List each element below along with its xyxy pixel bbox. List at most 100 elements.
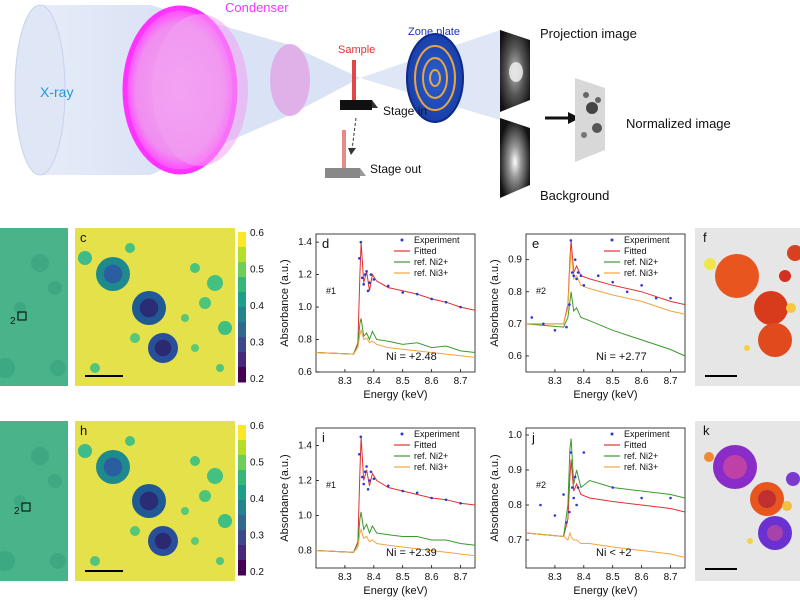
pixel-label: #2 — [536, 480, 546, 490]
series-line-ref-ni3- — [526, 249, 686, 325]
colorbar-segment — [238, 262, 246, 278]
experiment-point — [459, 305, 462, 309]
experiment-point — [570, 486, 574, 489]
colorbar-segment — [238, 485, 246, 501]
x-tick-label: 8.7 — [454, 572, 468, 583]
series-line-ref-ni2- — [525, 291, 686, 357]
experiment-point — [415, 491, 419, 495]
colorbar-row1: 0.6 0.5 0.4 0.3 0.2 — [238, 228, 264, 385]
panel-letter: e — [532, 236, 539, 251]
experiment-point — [568, 303, 571, 306]
experiment-point — [358, 257, 361, 260]
particle-core — [154, 339, 172, 357]
xanes-chart-j: 8.3 8.4 8.5 8.6 8.7 0.7 0.8 0.9 1.0 Energy (keV) A… — [489, 427, 686, 597]
colorbar-segment — [238, 440, 246, 456]
series-line-ref-ni3- — [315, 527, 476, 557]
experiment-point — [368, 479, 371, 482]
colorbar-segment — [238, 425, 246, 441]
colorbar-row2: 0.6 0.5 0.4 0.3 0.2 — [238, 421, 264, 578]
marker-2-bottom: 2 — [14, 506, 20, 517]
legend-label: ref. Ni2+ — [414, 451, 448, 461]
x-tick-label: 8.3 — [338, 572, 352, 583]
x-tick-label: 8.6 — [635, 572, 649, 583]
particle — [78, 251, 92, 265]
legend-label: Experiment — [624, 429, 670, 439]
colorbar-segment — [238, 455, 246, 471]
map-panel-h — [75, 421, 235, 581]
particle — [90, 363, 100, 373]
legend-label: Fitted — [624, 440, 647, 450]
pixel-label: #1 — [326, 480, 336, 490]
experiment-point — [572, 496, 575, 500]
experiment-point — [366, 289, 370, 293]
experiment-point — [573, 258, 577, 261]
xanes-chart-d: 8.3 8.4 8.5 8.6 8.7 0.6 0.8 1.0 1.2 1.4 Energy (ke… — [279, 233, 476, 401]
y-tick-label: 1.0 — [298, 511, 312, 522]
valence-annotation: Ni = +2.39 — [386, 547, 437, 559]
x-axis-label: Energy (keV) — [573, 389, 637, 401]
particle — [218, 514, 232, 528]
x-axis-label: Energy (keV) — [363, 389, 427, 401]
x-axis-label: Energy (keV) — [573, 585, 637, 597]
y-tick-label: 0.8 — [298, 546, 312, 557]
condenser-label: Condenser — [225, 0, 289, 15]
panel-k-letter: k — [703, 423, 710, 438]
particle — [125, 436, 135, 446]
x-tick-label: 8.5 — [396, 376, 410, 387]
experiment-point — [360, 276, 364, 280]
y-axis-label: Absorbance (a.u.) — [489, 259, 501, 346]
legend-label: Fitted — [414, 440, 437, 450]
experiment-point — [401, 489, 405, 493]
background-image — [500, 118, 530, 198]
sample-stage-out — [325, 117, 366, 178]
experiment-point — [640, 284, 643, 287]
y-tick-label: 0.7 — [508, 535, 522, 546]
background-label: Background — [540, 188, 610, 203]
pixel-label: #1 — [326, 286, 336, 296]
particle — [199, 297, 211, 309]
series-line-ref-ni3- — [315, 329, 476, 358]
experiment-point — [459, 501, 462, 505]
y-tick-label: 0.9 — [508, 465, 522, 476]
experiment-point — [372, 477, 376, 481]
x-tick-label: 8.6 — [425, 572, 439, 583]
y-tick-label: 1.0 — [508, 430, 522, 441]
experiment-point — [553, 514, 557, 517]
particle-core — [154, 532, 172, 550]
series-line-fitted — [525, 459, 686, 538]
legend-label: ref. Ni2+ — [624, 451, 658, 461]
valence-map-f — [695, 228, 800, 386]
experiment-point — [572, 274, 575, 278]
y-tick-label: 0.7 — [508, 319, 522, 330]
experiment-point — [368, 281, 371, 285]
colorbar-segment — [238, 530, 246, 546]
valence-map-k — [695, 421, 800, 581]
particle-core — [103, 264, 123, 284]
marker-2-top: 2 — [10, 316, 16, 327]
colorbar-segment — [238, 500, 246, 516]
xray-label: X-ray — [40, 84, 74, 100]
experiment-point — [362, 283, 365, 286]
series-line-ref-ni3- — [525, 531, 686, 558]
particle — [207, 468, 223, 484]
plot-frame — [525, 233, 686, 373]
experiment-point — [363, 470, 367, 474]
experiment-point — [562, 493, 565, 496]
particle-core — [139, 491, 159, 511]
colorbar-tick: 0.3 — [250, 531, 264, 542]
experiment-point — [611, 280, 615, 284]
particle — [207, 275, 223, 291]
normalized-label: Normalized image — [626, 116, 731, 131]
colorbar-segment — [238, 560, 246, 576]
panel-f-letter: f — [703, 230, 707, 245]
particle — [216, 557, 224, 565]
experiment-point — [576, 271, 580, 274]
legend-label: Experiment — [414, 235, 460, 245]
particle — [181, 314, 189, 322]
x-tick-label: 8.7 — [664, 376, 678, 387]
legend-label: ref. Ni3+ — [414, 462, 448, 472]
pixel-label: #2 — [536, 286, 546, 296]
panel-letter: d — [322, 236, 329, 251]
experiment-point — [430, 297, 433, 301]
legend-label: ref. Ni2+ — [624, 257, 658, 267]
